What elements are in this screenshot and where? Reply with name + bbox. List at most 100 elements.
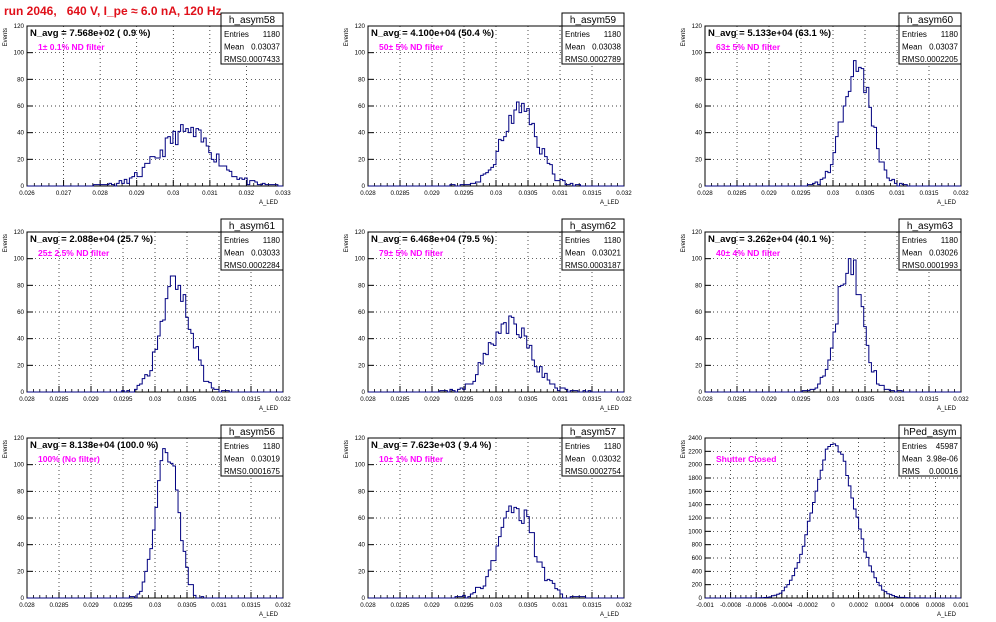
panel-h_asym62-ytick-label: 40 [358, 336, 365, 343]
panel-h_asym57-ytick-label: 20 [358, 568, 365, 575]
panel-h_asym60-ytick-label: 20 [695, 156, 702, 163]
panel-h_asym62-ytick-label: 20 [358, 362, 365, 369]
panel-h_asym56-stats-box [220, 424, 284, 477]
panel-h_asym60-xtick-label: 0.0315 [920, 190, 939, 197]
panel-h_asym63-stats-label: RMS [902, 261, 920, 270]
panel-h_asym61-stats-value: 0.0002284 [242, 261, 280, 270]
panel-h_asym59-ytick-label: 120 [355, 23, 366, 30]
panel-h_asym60-xtick-label: 0.0305 [856, 190, 875, 197]
panel-h_asym56-xtick-label: 0.03 [149, 602, 162, 609]
panel-h_asym57-xtick-label: 0.0285 [391, 602, 410, 609]
panel-h_asym61-xtick-label: 0.028 [19, 396, 35, 403]
panel-h_asym57-stats-label: Mean [565, 455, 585, 464]
panel-hPed_asym-xtick-label: -0.0008 [720, 602, 742, 609]
panel-h_asym60-filter-label: 63± 5% ND filter [716, 42, 781, 52]
panel-hPed_asym-ytick-label: 2200 [688, 448, 702, 455]
panel-h_asym57-stats-label: Entries [565, 442, 590, 451]
panel-h_asym61-ylabel: Events [3, 234, 9, 252]
panel-hPed_asym-stats-box [898, 424, 962, 477]
panel-h_asym61-xtick-label: 0.031 [211, 396, 227, 403]
panel-h_asym63-ytick-label: 20 [695, 362, 702, 369]
panel-hPed_asym-xtick-label: 0.0008 [926, 602, 945, 609]
panel-h_asym61-stats-name: h_asym61 [229, 221, 276, 232]
panel-h_asym61-stats-box [220, 218, 284, 271]
panel-hPed_asym-ylabel: Events [681, 440, 687, 458]
panel-h_asym61-histogram [27, 275, 283, 393]
panel-h_asym63-ytick-label: 0 [699, 389, 703, 396]
panel-h_asym58-xtick-label: 0.03 [167, 190, 180, 197]
panel-h_asym56-ytick-label: 100 [14, 462, 25, 469]
panel-h_asym61-stats-label: Mean [224, 249, 244, 258]
panel-h_asym61-ytick-label: 0 [21, 389, 25, 396]
panel-h_asym63-ylabel: Events [681, 234, 687, 252]
panel-h_asym57-xtick-label: 0.0305 [519, 602, 538, 609]
panel-h_asym57-xtick-label: 0.032 [616, 602, 632, 609]
panel-h_asym58-stats-value: 1180 [263, 30, 281, 39]
panel-hPed_asym-xtick-label: -0.0004 [771, 602, 793, 609]
panel-h_asym57-xtick-label: 0.029 [424, 602, 440, 609]
panel-h_asym56-stats-label: Mean [224, 455, 244, 464]
panel-h_asym58-xtick-label: 0.033 [275, 190, 291, 197]
panel-h_asym57-stats-value: 0.03032 [592, 455, 621, 464]
panel-h_asym62-ytick-label: 100 [355, 256, 366, 263]
panel-h_asym59-xtick-label: 0.03 [490, 190, 503, 197]
panel-h_asym57-ytick-label: 60 [358, 515, 365, 522]
panel-h_asym61-navg: N_avg = 2.088e+04 (25.7 %) [30, 234, 153, 245]
panel-h_asym58-ytick-label: 0 [21, 183, 25, 190]
panel-h_asym58-stats-label: Mean [224, 43, 244, 52]
panel-h_asym63-stats-value: 0.03026 [929, 249, 958, 258]
panel-h_asym59-stats-value: 0.0002789 [583, 55, 621, 64]
panel-h_asym56-xtick-label: 0.0285 [50, 602, 69, 609]
panel-h_asym58-ylabel: Events [3, 28, 9, 46]
panel-h_asym60-ytick-label: 40 [695, 130, 702, 137]
panel-h_asym59-xtick-label: 0.0315 [583, 190, 602, 197]
panel-h_asym63-xtick-label: 0.031 [889, 396, 905, 403]
panel-h_asym61-xtick-label: 0.032 [275, 396, 291, 403]
panel-h_asym62-xtick-label: 0.029 [424, 396, 440, 403]
panel-h_asym56-ytick-label: 80 [17, 488, 24, 495]
panel-h_asym58-ytick-label: 60 [17, 103, 24, 110]
panel-h_asym59-xtick-label: 0.0285 [391, 190, 410, 197]
panel-hPed_asym-stats-label: Entries [902, 442, 927, 451]
panel-h_asym56-stats-value: 0.03019 [251, 455, 280, 464]
panel-h_asym56-ylabel: Events [3, 440, 9, 458]
panel-h_asym61-xtick-label: 0.0305 [178, 396, 197, 403]
panel-hPed_asym-stats-value: 0.00016 [929, 467, 958, 476]
panel-h_asym59-xtick-label: 0.028 [360, 190, 376, 197]
panel-h_asym60-xtick-label: 0.0295 [792, 190, 811, 197]
panel-h_asym59-histogram [368, 101, 624, 187]
panel-h_asym56-ytick-label: 60 [17, 515, 24, 522]
panel-h_asym60-ytick-label: 80 [695, 76, 702, 83]
panel-h_asym61-filter-label: 25± 2.5% ND filter [38, 248, 110, 258]
panel-h_asym62-filter-label: 79± 5% ND filter [379, 248, 444, 258]
panel-h_asym62-xtick-label: 0.0305 [519, 396, 538, 403]
panel-h_asym58-stats-value: 0.0007433 [242, 55, 280, 64]
panel-h_asym60-histogram [705, 60, 961, 187]
panel-h_asym59-ylabel: Events [344, 28, 350, 46]
panel-h_asym62-xlabel: A_LED [600, 406, 620, 412]
panel-hPed_asym-ytick-label: 1200 [688, 515, 702, 522]
panel-h_asym61-xtick-label: 0.03 [149, 396, 162, 403]
panel-h_asym63-xtick-label: 0.0305 [856, 396, 875, 403]
panel-h_asym57-xtick-label: 0.0295 [455, 602, 474, 609]
panel-hPed_asym-ytick-label: 1800 [688, 475, 702, 482]
panel-h_asym58-navg: N_avg = 7.568e+02 ( 0.9 %) [30, 28, 150, 39]
panel-h_asym60-xtick-label: 0.032 [953, 190, 969, 197]
panel-h_asym59-stats-value: 1180 [604, 30, 622, 39]
panel-h_asym56-stats-value: 0.0001675 [242, 467, 280, 476]
panel-h_asym63-xtick-label: 0.0295 [792, 396, 811, 403]
run-title: run 2046, 640 V, I_pe ≈ 6.0 nA, 120 Hz [4, 4, 222, 18]
panel-h_asym63-xtick-label: 0.029 [761, 396, 777, 403]
panel-h_asym59-ytick-label: 60 [358, 103, 365, 110]
panel-hPed_asym-stats-value: 45987 [936, 442, 959, 451]
panel-h_asym63-stats-name: h_asym63 [907, 221, 954, 232]
panel-h_asym57-xtick-label: 0.028 [360, 602, 376, 609]
panel-h_asym63-stats-value: 0.0001993 [920, 261, 958, 270]
panel-hPed_asym-stats-label: RMS [902, 467, 920, 476]
panel-h_asym58-stats-label: RMS [224, 55, 242, 64]
panel-hPed_asym-histogram [705, 443, 961, 599]
panel-h_asym57-stats-name: h_asym57 [570, 427, 617, 438]
panel-h_asym58-ytick-label: 80 [17, 76, 24, 83]
panel-h_asym61-xtick-label: 0.0285 [50, 396, 69, 403]
panel-h_asym63-stats-label: Mean [902, 249, 922, 258]
